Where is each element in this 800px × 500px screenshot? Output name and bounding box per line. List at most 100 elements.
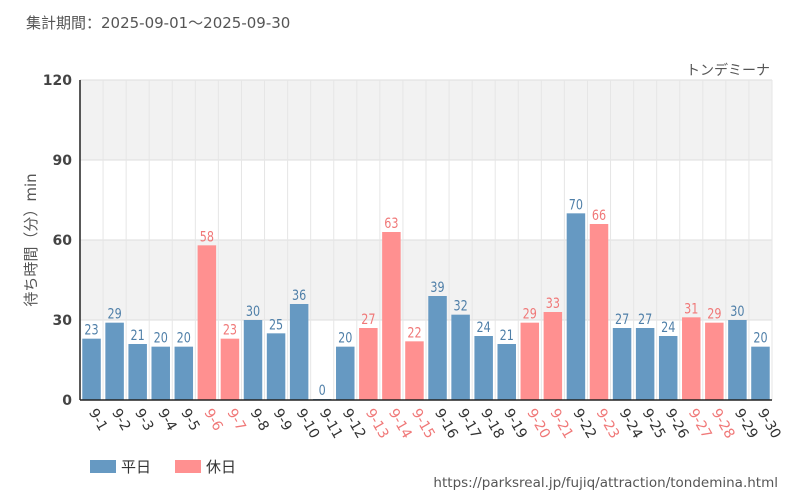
- bar: [220, 338, 240, 400]
- value-label: 21: [500, 327, 514, 344]
- bar: [589, 224, 609, 400]
- value-label: 36: [292, 287, 306, 304]
- bar: [266, 333, 286, 400]
- y-tick-label: 90: [53, 153, 73, 169]
- value-labels: 23 29 21 20 20 58 23 30 25 36 0 20 27 63 22 39 32 24 21 29 3…: [84, 196, 767, 398]
- legend-swatch-holiday: [175, 460, 201, 473]
- value-label: 23: [84, 321, 98, 338]
- x-tick-label: 9-27: [685, 406, 715, 442]
- value-label: 63: [384, 215, 398, 232]
- value-label: 29: [707, 305, 721, 322]
- x-tick-label: 9-17: [454, 406, 484, 442]
- value-label: 20: [753, 329, 767, 346]
- value-label: 29: [107, 305, 121, 322]
- x-tick-label: 9-25: [639, 406, 669, 442]
- bar: [428, 296, 447, 400]
- value-label: 21: [131, 327, 145, 344]
- x-tick-label: 9-12: [339, 406, 369, 442]
- bar: [336, 346, 355, 400]
- bar: [82, 338, 101, 400]
- value-label: 27: [361, 311, 375, 328]
- value-label: 32: [453, 297, 467, 314]
- x-tick-label: 9-18: [477, 406, 507, 442]
- value-label: 39: [430, 279, 444, 296]
- value-label: 66: [592, 207, 606, 224]
- bar: [682, 317, 701, 400]
- x-tick-label: 9-10: [293, 406, 323, 442]
- x-tick-label: 9-21: [546, 406, 576, 442]
- y-tick-labels: 0 30 60 90 120: [43, 73, 72, 409]
- x-tick-label: 9-26: [662, 406, 692, 442]
- value-label: 20: [338, 329, 352, 346]
- legend-swatch-weekday: [90, 460, 116, 473]
- bar: [289, 304, 309, 400]
- x-tick-label: 9-13: [362, 406, 392, 442]
- value-label: 24: [477, 319, 491, 336]
- bar: [151, 346, 170, 400]
- bars: [82, 213, 770, 400]
- x-tick-label: 9-23: [593, 406, 623, 442]
- bar: [728, 320, 747, 400]
- x-tick-label: 9-28: [708, 406, 738, 442]
- x-tick-label: 9-2: [108, 406, 133, 434]
- y-axis-title: 待ち時間（分）min: [22, 173, 40, 306]
- value-label: 0: [319, 382, 326, 399]
- bar: [105, 322, 124, 400]
- value-label: 33: [546, 295, 560, 312]
- source-url[interactable]: https://parksreal.jp/fujiq/attraction/to…: [433, 475, 778, 491]
- y-tick-label: 0: [62, 393, 72, 409]
- x-tick-label: 9-5: [177, 406, 202, 434]
- bar: [359, 328, 378, 400]
- y-tick-label: 30: [53, 313, 73, 329]
- bar: [497, 344, 516, 400]
- x-tick-label: 9-29: [731, 406, 761, 442]
- value-label: 70: [569, 196, 583, 213]
- x-tick-label: 9-9: [270, 406, 295, 434]
- attraction-name: トンデミーナ: [686, 62, 770, 79]
- value-label: 25: [269, 316, 283, 333]
- bar: [520, 322, 540, 400]
- value-label: 22: [407, 324, 421, 341]
- x-tick-label: 9-11: [316, 406, 346, 442]
- value-label: 27: [615, 311, 629, 328]
- bar: [243, 320, 263, 400]
- value-label: 30: [730, 303, 744, 320]
- x-tick-label: 9-15: [408, 406, 438, 442]
- bar: [174, 346, 194, 400]
- x-tick-label: 9-4: [154, 406, 179, 434]
- x-tick-label: 9-16: [431, 406, 461, 442]
- bar: [474, 336, 493, 400]
- y-tick-label: 120: [43, 73, 72, 89]
- x-tick-label: 9-14: [385, 406, 415, 442]
- axes: [79, 80, 772, 401]
- legend-label-holiday: 休日: [206, 458, 236, 476]
- x-tick-label: 9-8: [247, 406, 272, 434]
- bar: [751, 346, 770, 400]
- bar: [382, 232, 401, 400]
- x-tick-label: 9-7: [223, 406, 248, 434]
- value-label: 58: [200, 228, 214, 245]
- x-tick-labels: 9-19-29-39-49-59-69-79-89-99-109-119-129…: [85, 406, 784, 442]
- bar: [705, 322, 724, 400]
- bar: [128, 344, 147, 400]
- value-label: 29: [523, 305, 537, 322]
- bar: [635, 328, 655, 400]
- value-label: 24: [661, 319, 675, 336]
- x-tick-label: 9-6: [200, 406, 225, 434]
- value-label: 31: [684, 300, 698, 317]
- x-tick-label: 9-24: [616, 406, 646, 442]
- bar: [612, 328, 632, 400]
- bar: [405, 341, 424, 400]
- x-tick-label: 9-1: [85, 406, 110, 434]
- value-label: 23: [223, 321, 237, 338]
- value-label: 20: [177, 329, 191, 346]
- bar: [197, 245, 217, 400]
- bar: [451, 314, 470, 400]
- value-label: 30: [246, 303, 260, 320]
- bar: [543, 312, 563, 400]
- legend: 平日 休日: [90, 458, 236, 476]
- x-tick-label: 9-22: [569, 406, 599, 442]
- period-title: 集計期間：2025-09-01～2025-09-30: [26, 14, 290, 32]
- x-tick-label: 9-3: [131, 406, 156, 434]
